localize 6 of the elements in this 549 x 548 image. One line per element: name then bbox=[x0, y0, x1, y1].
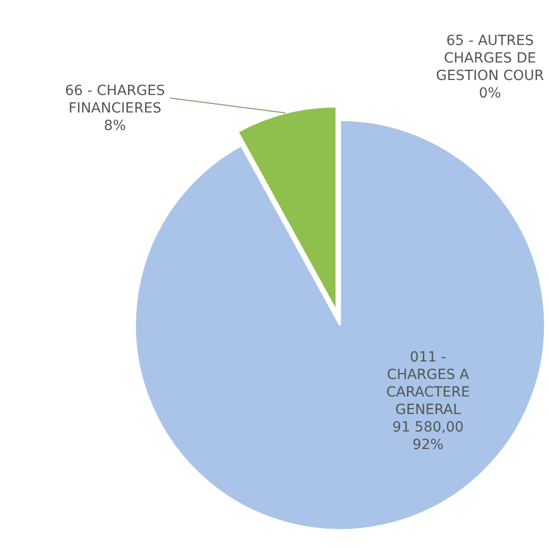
slice-label: 66 - CHARGES FINANCIERES bbox=[65, 83, 166, 116]
data-label: 91 580,00 92% bbox=[392, 420, 464, 454]
text: 0% bbox=[478, 86, 502, 102]
slice-label: 011 - CHARGES A CARACTERE GENERAL bbox=[386, 350, 470, 418]
category-label: 65 - AUTRES CHARGES DE GESTION COUR bbox=[436, 33, 544, 84]
data-label: 8% bbox=[104, 118, 126, 134]
